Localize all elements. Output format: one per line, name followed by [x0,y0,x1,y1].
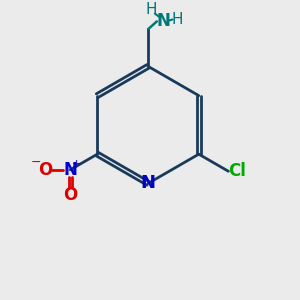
Text: −: − [31,155,41,169]
Text: O: O [63,186,77,204]
Text: +: + [71,159,81,169]
Text: H: H [172,12,183,27]
Text: O: O [38,161,52,179]
Text: N: N [157,12,171,30]
Text: N: N [63,161,77,179]
Text: Cl: Cl [228,162,246,180]
Text: H: H [145,2,157,17]
Text: N: N [140,174,155,192]
